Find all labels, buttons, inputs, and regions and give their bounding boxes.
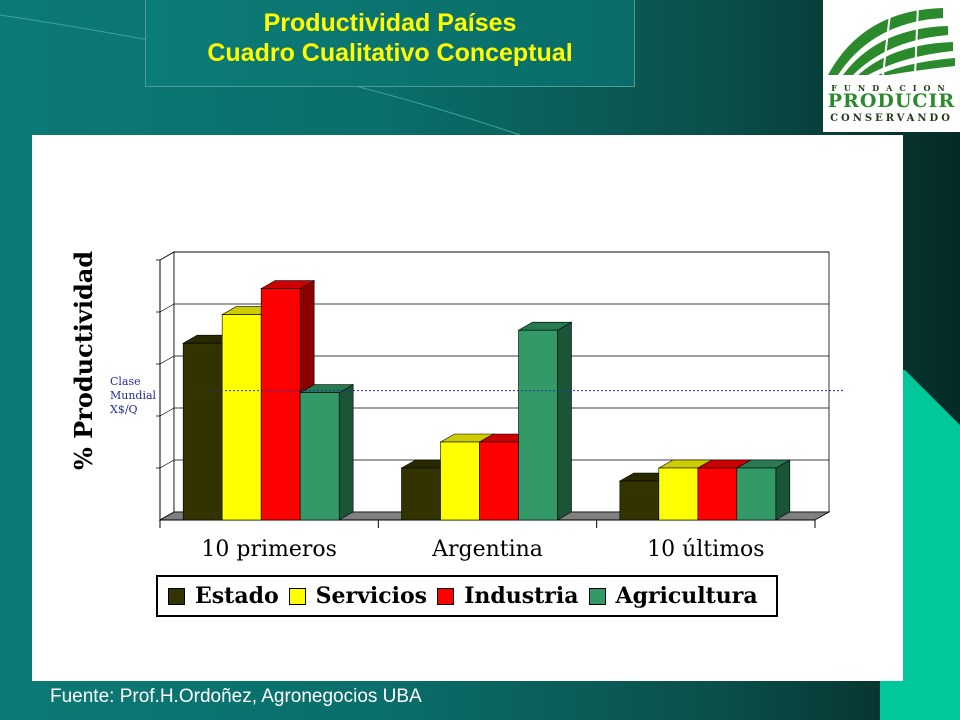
legend-item: Agricultura: [588, 583, 758, 609]
x-tick-label: Argentina: [431, 537, 543, 562]
legend-item: Estado: [168, 583, 279, 609]
logo-text-middle: PRODUCIR: [827, 90, 956, 112]
bar-estado-0: [182, 342, 223, 521]
bar-side: [557, 321, 572, 521]
gridline-side: [159, 459, 175, 469]
bar-industria-0: [260, 288, 301, 521]
side-wall: [159, 251, 175, 521]
legend-item: Industria: [437, 583, 579, 609]
source-note: Fuente: Prof.H.Ordoñez, Agronegocios UBA: [50, 686, 422, 707]
reference-line-label: Clase: [110, 375, 141, 388]
bar-agricultura-2: [736, 467, 777, 521]
bar-agricultura-1: [518, 329, 558, 521]
gridline-side: [159, 355, 175, 365]
x-tick-label: 10 últimos: [647, 537, 764, 562]
legend-swatch: [588, 587, 606, 605]
page-subtitle: Cuadro Cualitativo Conceptual: [207, 39, 573, 67]
title-box: Productividad Países Cuadro Cualitativo …: [145, 0, 635, 87]
legend-swatch: [288, 587, 306, 605]
bar-estado-1: [401, 467, 441, 521]
x-tick-label: 10 primeros: [201, 537, 337, 562]
y-axis-label: % Productividad: [69, 251, 98, 470]
gridline-side: [159, 407, 175, 417]
chart-legend: Estado Servicios Industria Agricultura: [156, 575, 778, 617]
bar-estado-2: [619, 480, 660, 521]
bar-agricultura-0: [299, 392, 340, 521]
legend-label: Agricultura: [615, 583, 758, 609]
gridline-side: [159, 251, 175, 261]
logo-text-top: FUNDACION: [831, 83, 952, 93]
legend-label: Industria: [464, 583, 579, 609]
bar-side: [775, 459, 791, 521]
bar-servicios-0: [221, 314, 262, 521]
bar-servicios-2: [658, 467, 699, 521]
logo-text-bottom: CONSERVANDO: [830, 113, 953, 124]
legend-item: Servicios: [288, 583, 428, 609]
legend-label: Servicios: [315, 583, 428, 609]
gridline-side: [159, 303, 175, 313]
bar-servicios-1: [440, 441, 480, 521]
reference-line-label: X$/Q: [110, 403, 138, 416]
bar-industria-2: [697, 467, 738, 521]
reference-line-label: Mundial: [110, 389, 157, 402]
page-title: Productividad Países: [263, 9, 517, 37]
logo-fields-icon: [828, 4, 955, 76]
logo: FUNDACION PRODUCIR CONSERVANDO: [823, 0, 960, 132]
legend-label: Estado: [195, 583, 279, 609]
legend-swatch: [168, 587, 185, 605]
bar-industria-1: [479, 441, 519, 521]
bar-side: [338, 384, 354, 521]
legend-swatch: [437, 587, 455, 605]
